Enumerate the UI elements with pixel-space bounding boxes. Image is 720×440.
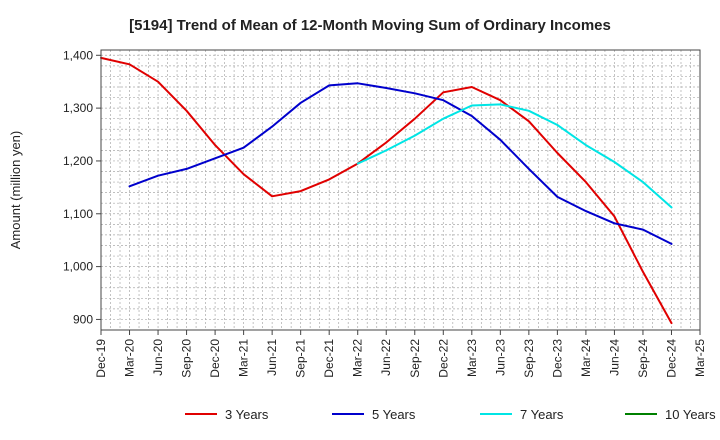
legend-label: 7 Years — [520, 407, 564, 422]
series-line-5-years — [128, 82, 673, 245]
y-tick-label: 900 — [73, 312, 93, 326]
series-layer — [100, 56, 673, 325]
y-tick-label: 1,400 — [63, 48, 93, 62]
legend-label: 10 Years — [665, 407, 716, 422]
y-tick-label: 1,000 — [63, 260, 93, 274]
x-ticks: Dec-19 Mar-20 Jun-20 Sep-20 Dec-20 Mar-21 Jun-… — [94, 330, 707, 378]
series-line-7-years — [356, 103, 673, 209]
legend-label: 5 Years — [372, 407, 416, 422]
x-tick-label: Dec-22 — [436, 339, 450, 378]
x-tick-label: Jun-20 — [151, 339, 165, 376]
x-tick-label: Sep-23 — [522, 339, 536, 378]
plot-area — [101, 50, 700, 330]
y-axis-label: Amount (million yen) — [8, 131, 23, 250]
x-tick-label: Dec-20 — [208, 339, 222, 378]
chart-title: [5194] Trend of Mean of 12-Month Moving … — [129, 17, 611, 34]
x-tick-label: Jun-21 — [265, 339, 279, 376]
x-tick-label: Jun-24 — [607, 339, 621, 376]
x-tick-label: Dec-21 — [322, 339, 336, 378]
x-tick-label: Mar-23 — [465, 339, 479, 377]
legend: 3 Years 5 Years 7 Years 10 Years — [185, 407, 716, 422]
x-tick-label: Mar-24 — [579, 339, 593, 377]
x-tick-label: Dec-19 — [94, 339, 108, 378]
y-tick-label: 1,200 — [63, 154, 93, 168]
x-tick-label: Sep-20 — [180, 339, 194, 378]
x-tick-label: Jun-23 — [493, 339, 507, 376]
x-tick-label: Sep-24 — [636, 339, 650, 378]
y-tick-label: 1,100 — [63, 207, 93, 221]
x-tick-label: Mar-22 — [351, 339, 365, 377]
legend-label: 3 Years — [225, 407, 269, 422]
x-tick-label: Dec-23 — [550, 339, 564, 378]
series-line-3-years — [100, 56, 673, 325]
x-tick-label: Dec-24 — [664, 339, 678, 378]
x-tick-label: Jun-22 — [379, 339, 393, 376]
plot-frame — [100, 49, 701, 331]
x-tick-label: Mar-25 — [693, 339, 707, 377]
x-tick-label: Mar-21 — [237, 339, 251, 377]
y-tick-label: 1,300 — [63, 101, 93, 115]
x-tick-label: Sep-21 — [294, 339, 308, 378]
x-tick-label: Sep-22 — [408, 339, 422, 378]
x-tick-label: Mar-20 — [123, 339, 137, 377]
y-ticks: 900 1,000 1,100 1,200 1,300 1,400 — [63, 48, 101, 326]
